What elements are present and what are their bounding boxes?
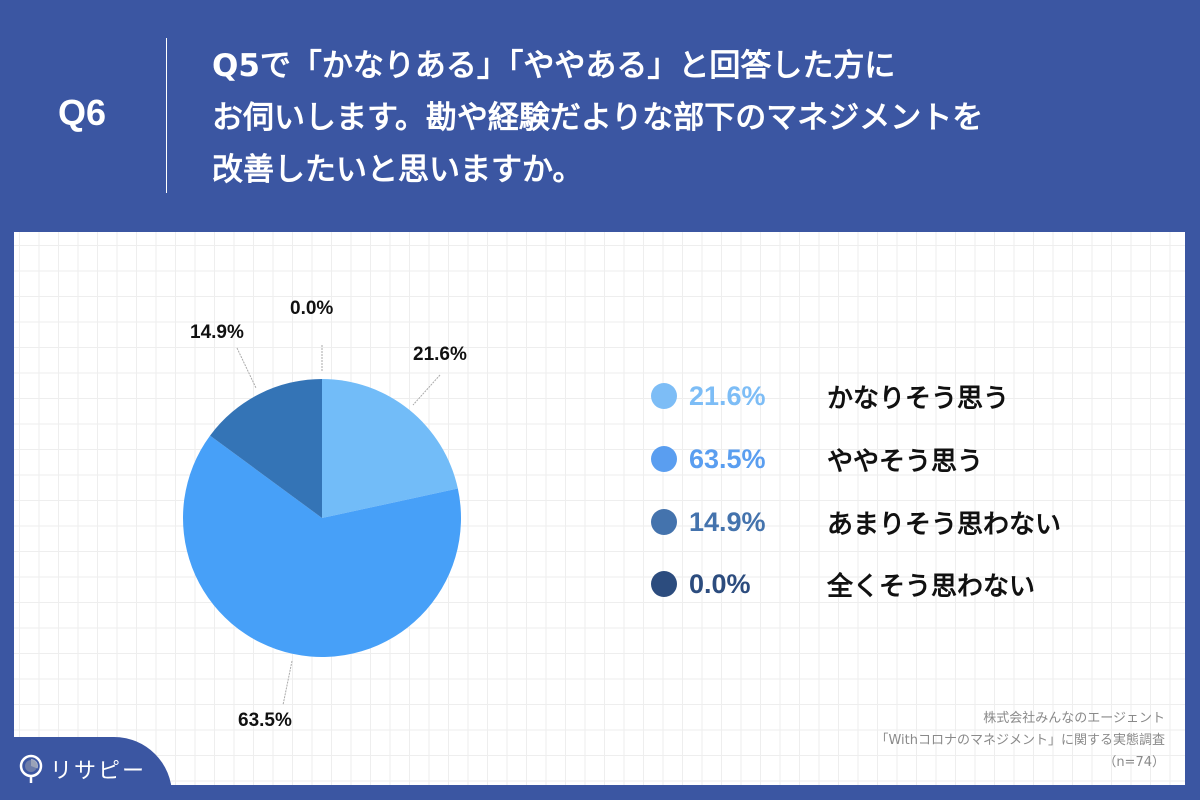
- header-divider: [166, 38, 167, 193]
- legend-pct: 14.9%: [689, 506, 766, 537]
- logo-pin-icon: [19, 754, 43, 783]
- legend-dot-icon: [651, 446, 677, 472]
- legend-pct: 63.5%: [689, 443, 766, 474]
- legend-pct: 0.0%: [689, 568, 751, 599]
- pie-slice-3: [210, 379, 322, 518]
- leader-line-2: [282, 660, 293, 706]
- pie-label-slice1: 21.6%: [413, 344, 467, 365]
- question-number: Q6: [58, 92, 107, 133]
- header: Q6 Q5で「かなりある」「ややある」と回答した方に お伺いします。勘や経験だよ…: [0, 0, 1200, 232]
- pie-label-zero: 0.0%: [290, 298, 334, 319]
- legend-label: あまりそう思わない: [827, 509, 1062, 540]
- pie-label-slice3: 14.9%: [190, 322, 244, 343]
- logo-text: リサピー: [50, 759, 147, 784]
- question-line-1: Q5で「かなりある」「ややある」と回答した方に: [212, 48, 896, 84]
- legend-item-3: 14.9% あまりそう思わない: [634, 502, 1114, 542]
- logo: リサピー: [18, 753, 146, 785]
- legend-item-2: 63.5% ややそう思う: [634, 439, 1114, 479]
- pie-label-slice2: 63.5%: [238, 710, 292, 731]
- source-company: 株式会社みんなのエージェント: [983, 711, 1165, 726]
- legend-dot-icon: [651, 509, 677, 535]
- legend-item-4: 0.0% 全くそう思わない: [634, 564, 1114, 604]
- legend-dot-icon: [651, 383, 677, 409]
- question-line-2: お伺いします。勘や経験だよりな部下のマネジメントを: [212, 100, 984, 136]
- source-sample: （n=74）: [1103, 755, 1165, 770]
- pie-slice-2: [183, 435, 461, 657]
- question-text: Q5で「かなりある」「ややある」と回答した方に お伺いします。勘や経験だよりな部…: [212, 40, 1142, 196]
- question-line-3: 改善したいと思いますか。: [212, 152, 584, 188]
- leader-line-1: [412, 374, 441, 406]
- legend-item-1: 21.6% かなりそう思う: [634, 376, 1114, 416]
- leader-line-3: [236, 347, 257, 389]
- pie-slice-1: [322, 379, 458, 518]
- source-note: 株式会社みんなのエージェント 「Withコロナのマネジメント」に関する実態調査 …: [875, 708, 1165, 774]
- legend-label: ややそう思う: [827, 446, 984, 477]
- legend-label: かなりそう思う: [827, 383, 1010, 414]
- source-survey: 「Withコロナのマネジメント」に関する実態調査: [875, 733, 1165, 748]
- legend-dot-icon: [651, 571, 677, 597]
- legend-pct: 21.6%: [689, 380, 766, 411]
- legend-label: 全くそう思わない: [827, 571, 1036, 602]
- pie-slices: [183, 379, 461, 657]
